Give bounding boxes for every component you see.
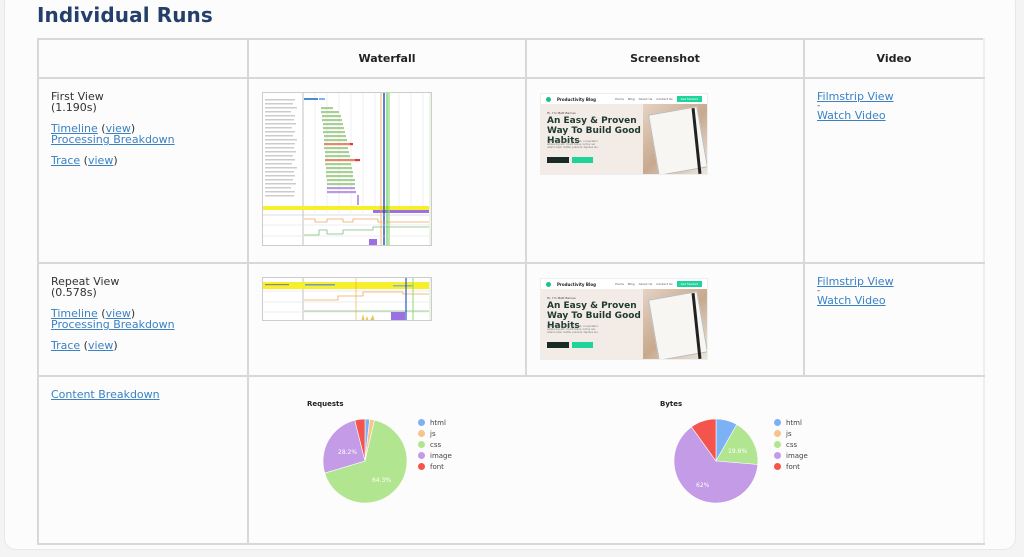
legend-css: css [430,440,442,449]
shot-headline: An Easy & Proven Way To Build Good Habit… [547,116,641,146]
repeat-view-screenshot-cell: Productivity Blog Home Blog About Us Contac… [525,262,805,377]
content-breakdown-charts-cell: Requests 28.2% 64.3% html [247,375,985,545]
first-view-video-cell: Filmstrip View - Watch Video [803,77,985,264]
content-breakdown-link[interactable]: Content Breakdown [51,388,160,401]
shot-body: Lorem ipsum dolor sit amet, consectetur … [547,140,599,149]
separator: - [817,286,821,296]
watch-video-link[interactable]: Watch Video [817,109,886,122]
shot-eyebrow: Hi, I'm Matt Barnes [547,111,576,115]
css-pct-label: 64.3% [372,477,391,484]
watch-video-link[interactable]: Watch Video [817,294,886,307]
page-screenshot-thumbnail[interactable]: Productivity Blog Home Blog About Us Contac… [540,93,708,175]
run-label: Repeat View [51,275,120,288]
trace-link[interactable]: Trace [51,154,81,167]
repeat-view-waterfall-cell [247,262,527,377]
shot-menu-item: Blog [627,282,635,286]
shot-menu-item: About Us [638,282,653,286]
legend-html: html [430,418,446,427]
shot-menu-item: About Us [638,97,653,101]
shot-headline: An Easy & Proven Way To Build Good Habit… [547,301,641,331]
shot-button-green [572,157,593,163]
header-empty [37,38,249,79]
run-label: First View [51,90,104,103]
section-title: Individual Runs [37,3,213,27]
filmstrip-view-link[interactable]: Filmstrip View [817,275,894,288]
bytes-pie-chart: Bytes 19.6% 62% [660,400,759,504]
shot-menu-item: Blog [627,97,635,101]
shot-button-green [572,342,593,348]
shot-eyebrow: Hi, I'm Matt Barnes [547,296,576,300]
legend-image: image [430,451,452,460]
timeline-view-link[interactable]: view [105,122,131,135]
content-breakdown-row: Content Breakdown Requests 28.2 [37,375,985,545]
trace-view-link[interactable]: view [87,339,114,352]
shot-cta: Get Started [676,281,702,287]
run-time: (0.578s) [51,286,97,299]
trace-link[interactable]: Trace [51,339,81,352]
first-view-screenshot-cell: Productivity Blog Home Blog About Us Contac… [525,77,805,264]
processing-breakdown-link[interactable]: Processing Breakdown [51,318,175,331]
css-pct-label: 19.6% [728,448,747,455]
repeat-view-info-cell: Repeat View (0.578s) Timeline (view) Pro… [37,262,249,377]
legend-font: font [786,462,800,471]
shot-cta: Get Started [676,96,702,102]
shot-brand: Productivity Blog [557,281,596,287]
run-time: (1.190s) [51,101,97,114]
repeat-view-row: Repeat View (0.578s) Timeline (view) Pro… [37,262,985,377]
shot-menu-item: Home [615,282,624,286]
shot-menu-item: Home [615,97,624,101]
logo-icon [546,96,551,102]
page-screenshot-thumbnail[interactable]: Productivity Blog Home Blog About Us Contac… [540,278,708,360]
logo-icon [546,281,551,287]
header-video: Video [803,38,985,79]
bytes-pie: 19.6% 62% [673,418,759,504]
repeat-view-video-cell: Filmstrip View - Watch Video [803,262,985,377]
legend-js: js [786,429,792,438]
first-view-waterfall-cell [247,77,527,264]
legend-image: image [786,451,808,460]
header-waterfall: Waterfall [247,38,527,79]
timeline-view-link[interactable]: view [105,307,131,320]
separator: - [817,101,821,111]
waterfall-thumbnail[interactable] [262,92,432,246]
legend-js: js [430,429,436,438]
timeline-link[interactable]: Timeline [51,122,98,135]
bytes-chart-title: Bytes [660,400,683,408]
shot-body: Lorem ipsum dolor sit amet, consectetur … [547,325,599,334]
requests-legend: html js css image font [418,417,452,472]
requests-chart-title: Requests [307,400,344,408]
image-pct-label: 62% [696,482,710,489]
header-row: Waterfall Screenshot Video [37,38,985,79]
timeline-link[interactable]: Timeline [51,307,98,320]
processing-breakdown-link[interactable]: Processing Breakdown [51,133,175,146]
shot-menu-item: Contact Us [656,97,673,101]
shot-button-dark [547,157,569,163]
filmstrip-view-link[interactable]: Filmstrip View [817,90,894,103]
first-view-info-cell: First View (1.190s) Timeline (view) Proc… [37,77,249,264]
legend-html: html [786,418,802,427]
shot-brand: Productivity Blog [557,96,596,102]
content-breakdown-cell: Content Breakdown [37,375,249,545]
waterfall-thumbnail[interactable] [262,277,432,321]
shot-menu-item: Contact Us [656,282,673,286]
trace-view-link[interactable]: view [87,154,114,167]
bytes-legend: html js css image font [774,417,808,472]
first-view-row: First View (1.190s) Timeline (view) Proc… [37,77,985,264]
shot-button-dark [547,342,569,348]
individual-runs-table: Waterfall Screenshot Video First View (1… [37,38,985,545]
requests-pie-chart: Requests 28.2% 64.3% [307,400,408,504]
requests-pie: 28.2% 64.3% [322,418,408,504]
header-screenshot: Screenshot [525,38,805,79]
legend-css: css [786,440,798,449]
legend-font: font [430,462,444,471]
image-pct-label: 28.2% [338,449,357,456]
